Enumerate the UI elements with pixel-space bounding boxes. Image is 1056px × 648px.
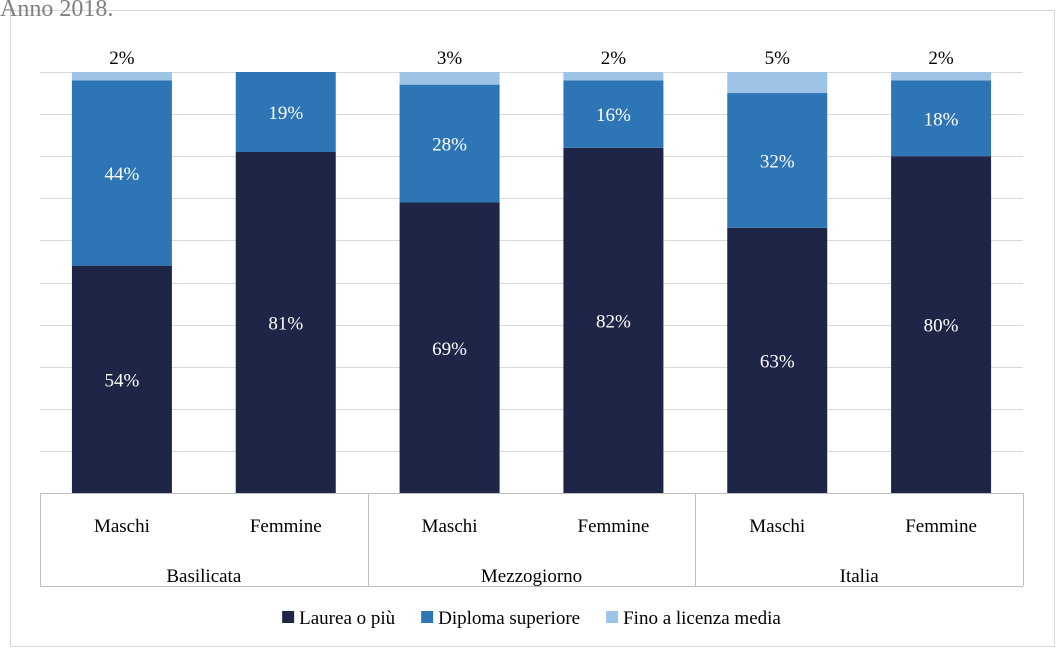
x-tick-label: Maschi xyxy=(749,516,805,537)
x-tick-label: Maschi xyxy=(94,516,150,537)
legend-label: Diploma superiore xyxy=(438,608,580,629)
data-label: 32% xyxy=(760,151,795,172)
bar-segment xyxy=(71,72,172,81)
legend-label: Laurea o più xyxy=(299,608,396,629)
data-label: 3% xyxy=(437,48,463,69)
bar-segment xyxy=(563,80,664,148)
bar-segment xyxy=(891,72,992,81)
data-label: 19% xyxy=(268,103,303,124)
bar-segment xyxy=(399,202,500,493)
x-tick-label: Femmine xyxy=(578,516,650,537)
legend-label: Fino a licenza media xyxy=(623,608,781,629)
legend-swatch xyxy=(421,611,434,623)
data-label: 63% xyxy=(760,351,795,372)
bar-segment xyxy=(399,84,500,203)
bar-segment xyxy=(235,72,336,152)
data-label: 80% xyxy=(924,316,959,337)
bar-segment xyxy=(563,72,664,81)
bar-segment xyxy=(891,80,992,157)
x-tick-label: Femmine xyxy=(905,516,977,537)
bar-segment xyxy=(71,80,172,266)
bar-segment xyxy=(891,156,992,493)
group-label: Italia xyxy=(840,566,880,587)
bar-segment xyxy=(727,72,828,94)
legend-swatch xyxy=(282,611,295,623)
data-label: 5% xyxy=(765,48,791,69)
x-tick-label: Femmine xyxy=(250,516,322,537)
data-label: 18% xyxy=(924,109,959,130)
chart-frame xyxy=(10,10,1055,647)
data-label: 2% xyxy=(109,48,135,69)
group-label: Mezzogiorno xyxy=(481,566,582,587)
bar-segment xyxy=(71,265,172,493)
data-label: 81% xyxy=(268,313,303,334)
bar-segment xyxy=(727,227,828,493)
data-label: 16% xyxy=(596,105,631,126)
data-label: 82% xyxy=(596,311,631,332)
group-label: Basilicata xyxy=(166,566,241,587)
data-label: 2% xyxy=(601,48,627,69)
data-label: 44% xyxy=(105,164,140,185)
legend-swatch xyxy=(606,611,619,623)
x-tick-label: Maschi xyxy=(422,516,478,537)
data-label: 2% xyxy=(928,48,954,69)
data-label: 69% xyxy=(432,339,467,360)
data-label: 28% xyxy=(432,135,467,156)
chart-title: Anno 2018. xyxy=(0,0,113,22)
bar-segment xyxy=(727,93,828,228)
bar-segment xyxy=(563,147,664,493)
bar-segment xyxy=(235,151,336,494)
bar-segment xyxy=(399,72,500,85)
data-label: 54% xyxy=(105,370,140,391)
